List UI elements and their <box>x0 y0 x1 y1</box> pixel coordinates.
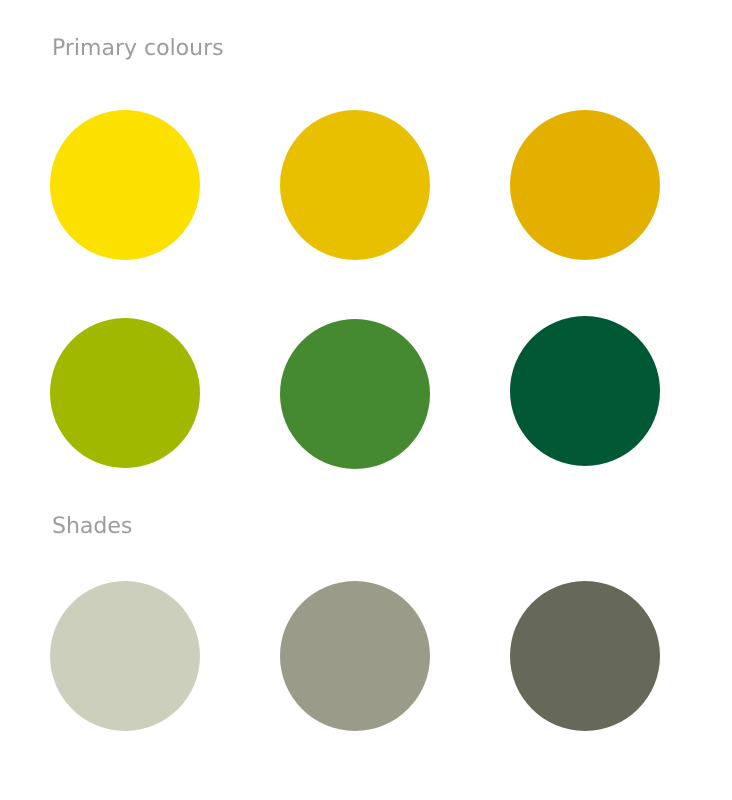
shade-swatch-light <box>50 581 200 731</box>
shade-swatch-medium <box>280 581 430 731</box>
primary-swatch-lime-green <box>50 318 200 468</box>
primary-swatch-amber <box>510 110 660 260</box>
primary-swatch-yellow <box>50 110 200 260</box>
primary-swatch-dark-green <box>510 316 660 466</box>
primary-swatch-green <box>280 319 430 469</box>
shade-swatch-dark <box>510 581 660 731</box>
shades-heading: Shades <box>52 516 132 538</box>
primary-swatch-golden-yellow <box>280 110 430 260</box>
primary-colours-heading: Primary colours <box>52 38 224 60</box>
